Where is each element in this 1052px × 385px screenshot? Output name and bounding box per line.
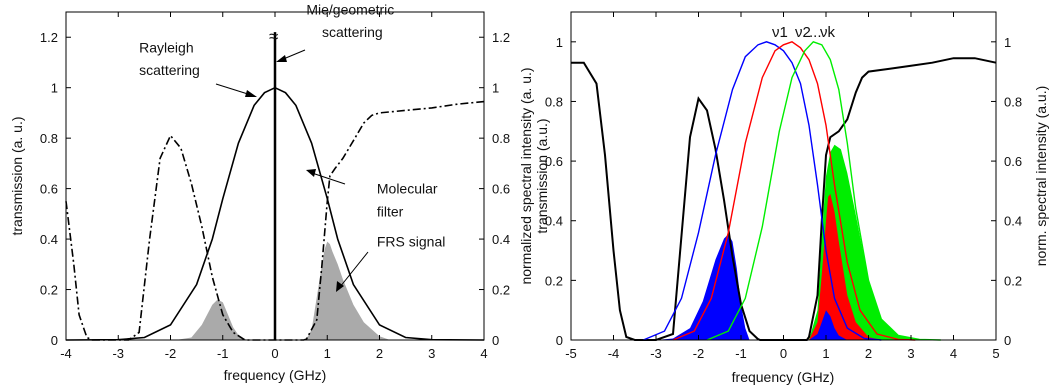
- left-y-tick-label-right: 0.6: [492, 182, 510, 197]
- frs-signal-fill: [175, 241, 390, 340]
- left-y-tick-label-right: 0.8: [492, 131, 510, 146]
- left-y-tick-label: 0.6: [40, 182, 58, 197]
- signal-fill-0: [707, 144, 920, 340]
- left-series-lines: [65, 32, 485, 341]
- right-x-tick-label: 5: [992, 346, 999, 361]
- transmission-line: [571, 57, 997, 341]
- right-x-tick-label: -4: [608, 346, 620, 361]
- right-chart-panel: -5 -4 -3 -2 -1 0 1 2 3 4 5 00.20.40.60.81 00.20.40…: [534, 11, 1049, 385]
- left-x-tick-label: 4: [480, 346, 487, 361]
- rayleigh-arrow: [215, 83, 252, 96]
- filter-arrow: [311, 172, 346, 185]
- right-y-tick-label-right: 1: [1004, 35, 1011, 50]
- axis-break-symbol: ≈: [269, 27, 278, 46]
- left-y-tick-label-right: 1.2: [492, 30, 510, 45]
- right-x-tick-label: -3: [650, 346, 662, 361]
- annotation-text: filter: [377, 203, 404, 219]
- right-x-tick-label: 2: [865, 346, 872, 361]
- left-x-ticks: -4 -3 -2 -1 0 1 2 3 4: [60, 12, 488, 361]
- left-chart-panel: -4 -3 -2 -1 0 1 2 3 4 00.20.40.60.811.2 00.20.40…: [9, 2, 534, 383]
- frs-arrowhead: [336, 281, 344, 292]
- annotation-text: Mie/geometric: [306, 2, 394, 18]
- right-x-tick-label: 4: [950, 346, 957, 361]
- right-x-tick-label: 0: [780, 346, 787, 361]
- right-x-tick-label: -1: [735, 346, 747, 361]
- right-y-tick-label: 0.6: [545, 154, 563, 169]
- annotation-text: Molecular: [377, 181, 438, 197]
- left-x-tick-label: 0: [271, 346, 278, 361]
- right-y-tick-label: 0.2: [545, 273, 563, 288]
- left-x-tick-label: 1: [324, 346, 331, 361]
- right-y-tick-label: 0.4: [545, 214, 563, 229]
- left-y-tick-label: 0.8: [40, 131, 58, 146]
- left-y-tick-label: 1: [51, 81, 58, 96]
- nu1-label: ν1: [772, 24, 788, 41]
- series-labels: ν1 ν2 ... νk: [772, 24, 836, 41]
- left-y-tick-label-right: 0: [492, 333, 499, 348]
- right-series-lines: [571, 40, 997, 341]
- right-y-tick-label: 0: [556, 333, 563, 348]
- ellipsis-label: ...: [809, 24, 822, 41]
- left-y-tick-label-right: 1: [492, 81, 499, 96]
- left-y-ticks-right: 0 0.2 0.4 0.6 0.8 1 1.2: [479, 30, 510, 348]
- right-x-axis-label: frequency (GHz): [732, 369, 835, 385]
- signal-fill-1: [685, 193, 882, 340]
- right-y-tick-label-right: 0.8: [1004, 94, 1022, 109]
- right-y-tick-label-right: 0.2: [1004, 273, 1022, 288]
- right-x-tick-label: -5: [565, 346, 577, 361]
- right-x-tick-label: 3: [907, 346, 914, 361]
- left-x-tick-label: -3: [112, 346, 124, 361]
- left-x-tick-label: -4: [60, 346, 72, 361]
- annotation-text: FRS signal: [377, 234, 445, 250]
- nuk-label: νk: [820, 24, 836, 41]
- left-y-tick-label: 1.2: [40, 30, 58, 45]
- nu2-label: ν2: [795, 24, 811, 41]
- frs-arrow: [339, 251, 369, 288]
- mie-arrowhead: [276, 55, 287, 62]
- left-x-tick-label: -1: [217, 346, 229, 361]
- right-y-ticks-right: 0 0.2 0.4 0.6 0.8 1: [991, 35, 1022, 348]
- right-x-tick-label: -2: [693, 346, 705, 361]
- laser-line-3: [706, 40, 941, 341]
- left-y-tick-label-right: 0.4: [492, 232, 510, 247]
- annotation-text: scattering: [322, 24, 383, 40]
- right-y-tick-label-right: 0.6: [1004, 154, 1022, 169]
- annotation-text: Rayleigh: [139, 39, 193, 55]
- right-x-tick-label: 1: [822, 346, 829, 361]
- left-y-axis-label-right: normalized spectral intensity (a. u.): [518, 67, 534, 284]
- left-annotations: Rayleigh scattering Mie/geometric scatterin…: [139, 2, 445, 292]
- left-y-tick-label-right: 0.2: [492, 283, 510, 298]
- left-y-tick-label: 0.4: [40, 232, 58, 247]
- left-y-axis-label: transmission (a. u.): [9, 116, 25, 235]
- left-x-tick-label: 2: [376, 346, 383, 361]
- frs-signal-area: [175, 241, 390, 340]
- right-y-tick-label: 1: [556, 35, 563, 50]
- right-y-axis-label: transmission (a.u.): [534, 118, 550, 233]
- right-y-ticks: 0 0.2 0.4 0.6 0.8 1: [545, 35, 576, 348]
- right-plot-frame: [570, 11, 997, 341]
- left-y-ticks: 0 0.2 0.4 0.6 0.8 1 1.2: [40, 30, 71, 348]
- left-y-tick-label: 0.2: [40, 283, 58, 298]
- laser-line-2: [672, 41, 916, 341]
- filter-arrowhead: [306, 169, 316, 177]
- right-y-axis-label-right: norm. spectral intensity (a.u.): [1033, 86, 1049, 267]
- left-x-tick-label: 3: [428, 346, 435, 361]
- right-y-tick-label-right: 0: [1004, 333, 1011, 348]
- right-y-tick-label: 0.8: [545, 94, 563, 109]
- rayleigh-arrowhead: [245, 90, 257, 97]
- left-x-axis-label: frequency (GHz): [224, 367, 327, 383]
- right-x-ticks: -5 -4 -3 -2 -1 0 1 2 3 4 5: [565, 12, 1000, 361]
- left-y-tick-label: 0: [51, 333, 58, 348]
- molecular-filter-line: [65, 100, 485, 341]
- left-x-tick-label: -2: [165, 346, 177, 361]
- annotation-text: scattering: [139, 62, 200, 78]
- right-y-tick-label-right: 0.4: [1004, 214, 1022, 229]
